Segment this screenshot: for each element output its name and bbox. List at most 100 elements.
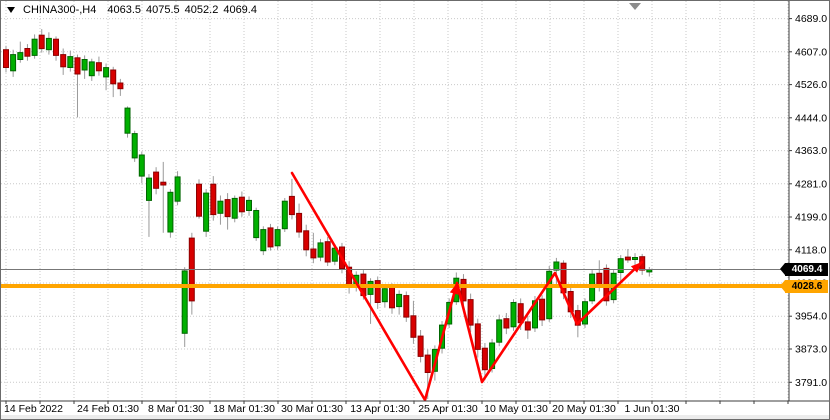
- candle-up: [10, 54, 17, 72]
- chart-shift-marker-icon[interactable]: [629, 3, 641, 10]
- candle-down: [110, 69, 117, 85]
- candle-down: [389, 287, 395, 309]
- chart-title: CHINA300-,H4 4063.5 4075.5 4052.2 4069.4: [7, 4, 257, 16]
- candle-down: [481, 347, 488, 371]
- candle-up: [281, 200, 288, 230]
- candle-down: [296, 212, 303, 233]
- candle-up: [88, 61, 95, 77]
- ohlc-close: 4069.4: [223, 4, 257, 16]
- candle-up: [260, 229, 267, 252]
- price-tick-label: 4281.0: [795, 178, 827, 190]
- candle-up: [496, 319, 503, 343]
- price-tick-label: 3873.0: [795, 344, 827, 356]
- price-tick-label: 4444.0: [795, 112, 827, 124]
- candle-up: [174, 176, 181, 202]
- candle-down: [196, 183, 202, 217]
- candle-up: [231, 197, 238, 219]
- candle-down: [303, 230, 310, 251]
- current-price-badge: 4069.4: [780, 263, 828, 276]
- ohlc-low: 4052.2: [184, 4, 219, 16]
- candle-up: [67, 56, 74, 68]
- price-tick-label: 3791.0: [795, 377, 827, 389]
- candle-down: [524, 321, 531, 331]
- symbol-dropdown-icon: [7, 7, 15, 13]
- candle-up: [246, 199, 252, 211]
- time-tick-label: 30 Mar 01:30: [281, 403, 343, 415]
- candle-up: [203, 192, 210, 232]
- candle-down: [403, 295, 410, 318]
- candle-up: [632, 257, 638, 260]
- candle-down: [3, 49, 9, 68]
- candle-down: [24, 48, 31, 57]
- candle-down: [53, 38, 59, 56]
- candle-down: [38, 34, 45, 50]
- candle-up: [124, 107, 131, 134]
- candle-up: [217, 200, 224, 214]
- candle-down: [410, 315, 417, 338]
- price-tick-label: 3954.0: [795, 311, 827, 323]
- candle-down: [160, 181, 167, 186]
- candle-up: [253, 210, 260, 239]
- time-tick-label: 10 May 01:30: [484, 403, 548, 415]
- candle-down: [288, 195, 295, 216]
- candle-up: [317, 242, 324, 258]
- candle-up: [510, 302, 517, 328]
- time-tick-label: 1 Jun 01:30: [625, 403, 680, 415]
- candle-up: [31, 38, 38, 56]
- candle-up: [167, 191, 174, 233]
- candle-down: [310, 248, 317, 259]
- candle-up: [45, 37, 52, 51]
- time-tick-label: 8 Mar 01:30: [148, 403, 204, 415]
- candle-down: [374, 280, 381, 304]
- candle-down: [224, 199, 231, 218]
- candle-down: [117, 82, 124, 90]
- time-tick-label: 24 Feb 01:30: [77, 403, 139, 415]
- candle-up: [181, 270, 188, 334]
- candle-up: [81, 59, 88, 71]
- candle-up: [381, 288, 388, 303]
- candle-down: [417, 335, 424, 357]
- ohlc-open: 4063.5: [107, 4, 142, 16]
- price-tick-label: 4607.0: [795, 46, 827, 58]
- candle-down: [153, 171, 160, 189]
- candle-up: [146, 177, 152, 201]
- price-tick-label: 4363.0: [795, 145, 827, 157]
- candle-up: [17, 52, 24, 60]
- price-tick-label: 4199.0: [795, 212, 827, 224]
- time-tick-label: 25 Apr 01:30: [418, 403, 478, 415]
- candle-up: [546, 270, 553, 320]
- candle-up: [553, 261, 560, 271]
- candle-up: [131, 133, 138, 159]
- price-tick-label: 4118.0: [795, 244, 826, 256]
- price-tick-label: 4526.0: [795, 79, 827, 91]
- candle-down: [474, 323, 481, 350]
- candle-down: [424, 354, 431, 374]
- candle-up: [138, 154, 145, 177]
- candle-down: [324, 241, 331, 263]
- symbol-period-label: CHINA300-,H4: [23, 4, 97, 16]
- candle-down: [596, 272, 603, 286]
- candle-up: [582, 301, 588, 325]
- candle-down: [467, 299, 474, 326]
- candle-up: [396, 293, 403, 308]
- trend-arrowhead-icon: [630, 262, 642, 273]
- candle-down: [60, 54, 67, 68]
- candle-down: [503, 318, 510, 329]
- candle-down: [624, 256, 631, 261]
- candle-down: [95, 62, 102, 72]
- candle-up: [617, 258, 624, 274]
- candle-down: [539, 298, 546, 321]
- price-tick-label: 4689.0: [795, 13, 827, 25]
- candle-down: [210, 183, 217, 216]
- candle-down: [460, 278, 467, 302]
- trend-zigzag-line[interactable]: [290, 171, 644, 402]
- time-tick-label: 20 May 01:30: [552, 403, 616, 415]
- horizontal-line-price-badge[interactable]: 4028.6: [780, 280, 828, 293]
- time-tick-label: 18 Mar 01:30: [213, 403, 275, 415]
- candle-down: [74, 57, 81, 75]
- bottom-window-strip: [1, 415, 829, 419]
- candle-up: [103, 67, 110, 78]
- time-tick-label: 13 Apr 01:30: [350, 403, 410, 415]
